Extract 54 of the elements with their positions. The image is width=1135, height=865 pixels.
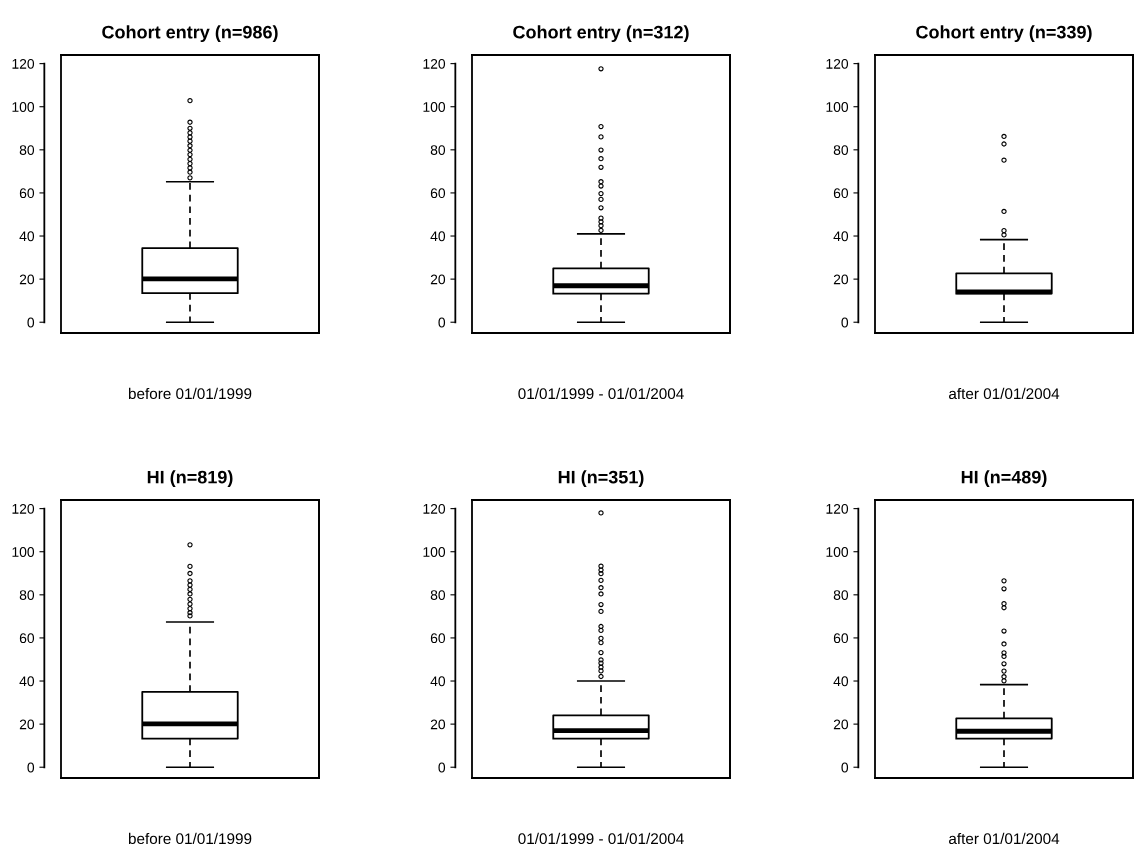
y-tick-label: 0 bbox=[841, 317, 849, 328]
y-tick-label: 40 bbox=[430, 676, 446, 687]
x-axis-title: 01/01/1999 - 01/01/2004 bbox=[518, 387, 684, 400]
y-tick-label: 60 bbox=[833, 633, 849, 644]
y-tick-label: 100 bbox=[12, 547, 35, 557]
y-tick-label: 40 bbox=[833, 231, 849, 242]
y-tick-label: 100 bbox=[826, 102, 849, 112]
x-axis-title: before 01/01/1999 bbox=[128, 387, 252, 400]
y-tick-label: 100 bbox=[423, 547, 446, 557]
y-tick-label: 20 bbox=[19, 719, 35, 730]
y-tick-label: 120 bbox=[826, 503, 849, 514]
x-axis-title: before 01/01/1999 bbox=[128, 832, 252, 845]
y-tick-label: 100 bbox=[12, 102, 35, 112]
chart-title: HI (n=489) bbox=[961, 470, 1047, 488]
y-tick-label: 120 bbox=[423, 58, 446, 69]
y-tick-label: 120 bbox=[12, 58, 35, 69]
chart-title: HI (n=351) bbox=[558, 470, 644, 488]
chart-title: Cohort entry (n=312) bbox=[513, 25, 689, 43]
y-tick-label: 20 bbox=[430, 719, 446, 730]
y-tick-label: 120 bbox=[423, 503, 446, 514]
y-tick-label: 80 bbox=[19, 590, 35, 600]
y-tick-label: 0 bbox=[438, 317, 446, 328]
x-axis-title: after 01/01/2004 bbox=[949, 387, 1060, 400]
y-tick-label: 80 bbox=[833, 590, 849, 600]
chart-title: Cohort entry (n=339) bbox=[916, 25, 1092, 43]
y-tick-label: 0 bbox=[27, 317, 35, 328]
y-tick-label: 80 bbox=[430, 590, 446, 600]
y-tick-label: 80 bbox=[430, 145, 446, 155]
y-tick-label: 20 bbox=[19, 274, 35, 285]
y-tick-label: 20 bbox=[833, 274, 849, 285]
y-tick-label: 60 bbox=[430, 633, 446, 644]
y-tick-label: 100 bbox=[423, 102, 446, 112]
y-tick-label: 40 bbox=[430, 231, 446, 242]
y-tick-label: 120 bbox=[826, 58, 849, 69]
y-tick-label: 100 bbox=[826, 547, 849, 557]
y-tick-label: 120 bbox=[12, 503, 35, 514]
y-tick-label: 0 bbox=[27, 762, 35, 773]
y-tick-label: 0 bbox=[841, 762, 849, 773]
chart-title: HI (n=819) bbox=[147, 470, 233, 488]
y-tick-label: 20 bbox=[430, 274, 446, 285]
y-tick-label: 80 bbox=[19, 145, 35, 155]
y-tick-label: 40 bbox=[19, 231, 35, 242]
y-tick-label: 40 bbox=[19, 676, 35, 687]
y-tick-label: 80 bbox=[833, 145, 849, 155]
y-tick-label: 60 bbox=[833, 188, 849, 199]
y-tick-label: 60 bbox=[430, 188, 446, 199]
y-tick-label: 40 bbox=[833, 676, 849, 687]
x-axis-title: 01/01/1999 - 01/01/2004 bbox=[518, 832, 684, 845]
chart-title: Cohort entry (n=986) bbox=[102, 25, 278, 43]
x-axis-title: after 01/01/2004 bbox=[949, 832, 1060, 845]
y-tick-label: 0 bbox=[438, 762, 446, 773]
y-tick-label: 60 bbox=[19, 633, 35, 644]
y-tick-label: 60 bbox=[19, 188, 35, 199]
y-tick-label: 20 bbox=[833, 719, 849, 730]
